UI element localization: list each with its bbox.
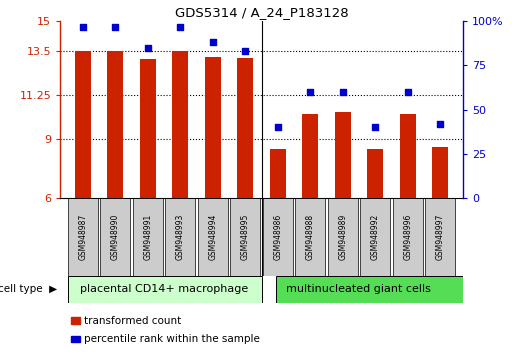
Bar: [204, 57, 221, 316]
Bar: [302, 114, 319, 316]
Point: [371, 125, 379, 130]
Bar: [263, 198, 293, 276]
Bar: [360, 198, 390, 276]
Bar: [367, 149, 383, 316]
Text: GSM948988: GSM948988: [306, 214, 315, 260]
Bar: [107, 51, 123, 316]
Text: GSM948994: GSM948994: [208, 214, 217, 261]
Bar: [230, 198, 260, 276]
Bar: [133, 198, 163, 276]
Bar: [100, 198, 130, 276]
Bar: [198, 198, 228, 276]
Text: GSM948989: GSM948989: [338, 214, 347, 260]
Bar: [295, 198, 325, 276]
Text: multinucleated giant cells: multinucleated giant cells: [287, 284, 431, 295]
Text: GSM948993: GSM948993: [176, 214, 185, 261]
Text: GSM948996: GSM948996: [403, 214, 412, 261]
Point: [306, 89, 314, 95]
Point: [274, 125, 282, 130]
Text: GSM948987: GSM948987: [78, 214, 87, 260]
Bar: [335, 112, 351, 316]
Bar: [393, 198, 423, 276]
Point: [241, 48, 249, 54]
Point: [403, 89, 412, 95]
Text: GSM948992: GSM948992: [371, 214, 380, 260]
Point: [111, 24, 120, 29]
Title: GDS5314 / A_24_P183128: GDS5314 / A_24_P183128: [175, 6, 348, 19]
Text: placental CD14+ macrophage: placental CD14+ macrophage: [80, 284, 248, 295]
Text: GSM948990: GSM948990: [111, 214, 120, 261]
Bar: [237, 58, 253, 316]
Text: GSM948991: GSM948991: [143, 214, 152, 260]
Text: GSM948995: GSM948995: [241, 214, 250, 261]
Point: [144, 45, 152, 51]
Bar: [68, 276, 262, 303]
Text: GSM948986: GSM948986: [273, 214, 282, 260]
Point: [338, 89, 347, 95]
Point: [436, 121, 445, 127]
Point: [209, 40, 217, 45]
Text: cell type  ▶: cell type ▶: [0, 284, 58, 295]
Bar: [172, 51, 188, 316]
Bar: [68, 198, 98, 276]
Text: percentile rank within the sample: percentile rank within the sample: [84, 334, 260, 344]
Bar: [400, 114, 416, 316]
Bar: [432, 147, 448, 316]
Text: GSM948997: GSM948997: [436, 214, 445, 261]
Point: [176, 24, 185, 29]
Text: transformed count: transformed count: [84, 315, 181, 326]
Bar: [277, 276, 478, 303]
Bar: [140, 59, 156, 316]
Bar: [328, 198, 358, 276]
Bar: [425, 198, 455, 276]
Bar: [270, 149, 286, 316]
Point: [78, 24, 87, 29]
Bar: [165, 198, 195, 276]
Bar: [75, 51, 91, 316]
